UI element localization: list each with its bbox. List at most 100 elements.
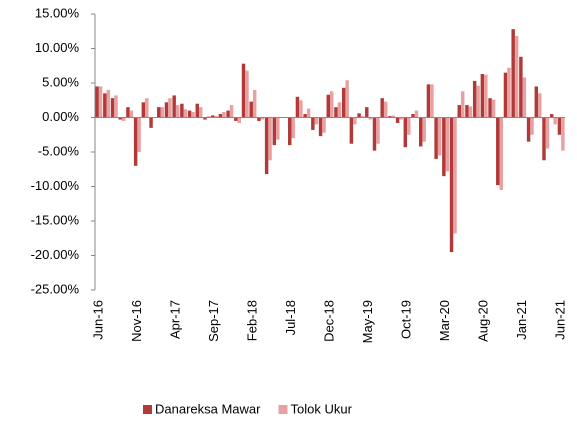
bar [199, 107, 203, 118]
x-tick-label: Nov-16 [129, 300, 144, 342]
bar [388, 116, 392, 118]
bar [341, 87, 346, 118]
bar [519, 56, 523, 118]
bar [418, 117, 423, 147]
bar [314, 117, 319, 125]
bar [334, 107, 338, 118]
x-tick-label: Aug-20 [476, 300, 491, 342]
bar [484, 74, 488, 118]
legend-swatch [143, 405, 152, 414]
bar [472, 80, 477, 118]
bar [218, 114, 223, 118]
bar [145, 98, 149, 118]
bar [276, 117, 280, 140]
bar [542, 117, 546, 161]
bar [395, 117, 400, 124]
bar [206, 116, 211, 118]
bar [237, 117, 242, 124]
y-tick-label: 15.00% [35, 5, 80, 20]
bar [383, 101, 388, 118]
bar [549, 114, 554, 118]
bar [557, 117, 562, 135]
bar [530, 117, 534, 135]
x-tick-label: Oct-19 [398, 300, 413, 339]
bar [353, 117, 357, 125]
bar [268, 117, 272, 161]
bar [330, 91, 334, 118]
bar [437, 117, 442, 156]
bar [349, 117, 354, 144]
bar [465, 105, 469, 118]
bar [110, 98, 115, 118]
bar [403, 117, 408, 148]
x-tick-label: Dec-18 [321, 300, 336, 342]
bar [114, 95, 118, 118]
legend-label: Tolok Ukur [291, 401, 353, 416]
bar [503, 72, 508, 118]
bar [172, 95, 176, 118]
bar [141, 102, 146, 118]
bar [121, 117, 126, 121]
bar [318, 117, 323, 137]
bar [137, 117, 141, 152]
bar [360, 116, 365, 118]
bar [95, 86, 99, 118]
bar [180, 103, 184, 118]
y-tick-label: -25.00% [31, 281, 80, 296]
bar [545, 117, 550, 149]
bar [534, 86, 539, 118]
bar [376, 117, 380, 144]
bar [511, 29, 515, 118]
bar [445, 117, 450, 172]
bar [118, 117, 122, 120]
y-tick-label: 0.00% [42, 109, 79, 124]
bar [222, 111, 226, 118]
bar [488, 98, 492, 118]
bar [157, 107, 161, 118]
bar [214, 116, 218, 118]
y-tick-label: -10.00% [31, 178, 80, 193]
bar [480, 74, 485, 118]
bar [168, 98, 172, 118]
bar [426, 84, 431, 118]
bar [98, 86, 103, 118]
bar [538, 93, 542, 118]
bar [434, 117, 438, 159]
bar [311, 117, 315, 130]
y-tick-label: -15.00% [31, 212, 80, 227]
x-tick-label: Jul-18 [283, 300, 298, 335]
bar [183, 109, 188, 118]
x-tick-label: Jan-21 [514, 300, 529, 340]
bar [365, 107, 369, 118]
bar [249, 101, 253, 118]
bar [507, 67, 511, 118]
bar [414, 110, 419, 118]
bar [430, 84, 434, 118]
bar [106, 89, 111, 118]
bar [368, 117, 372, 120]
bar [337, 102, 342, 118]
bar [457, 105, 461, 118]
bar [272, 117, 277, 146]
bar [391, 115, 396, 118]
bar [229, 105, 234, 118]
bar [203, 117, 207, 120]
bar [245, 70, 249, 118]
x-tick-label: May-19 [360, 300, 375, 343]
x-tick-label: Mar-20 [437, 300, 452, 341]
legend-swatch [278, 405, 288, 414]
bar [160, 107, 164, 118]
bar [326, 94, 330, 118]
bar [252, 89, 257, 118]
bar [291, 117, 295, 139]
bar [264, 117, 269, 175]
bar [288, 117, 292, 146]
bar [164, 102, 169, 118]
bar [126, 107, 130, 118]
bar [299, 100, 303, 118]
bar [303, 114, 307, 118]
bar [522, 77, 527, 118]
bar [442, 117, 446, 177]
bar [345, 80, 349, 118]
bar [133, 117, 138, 166]
